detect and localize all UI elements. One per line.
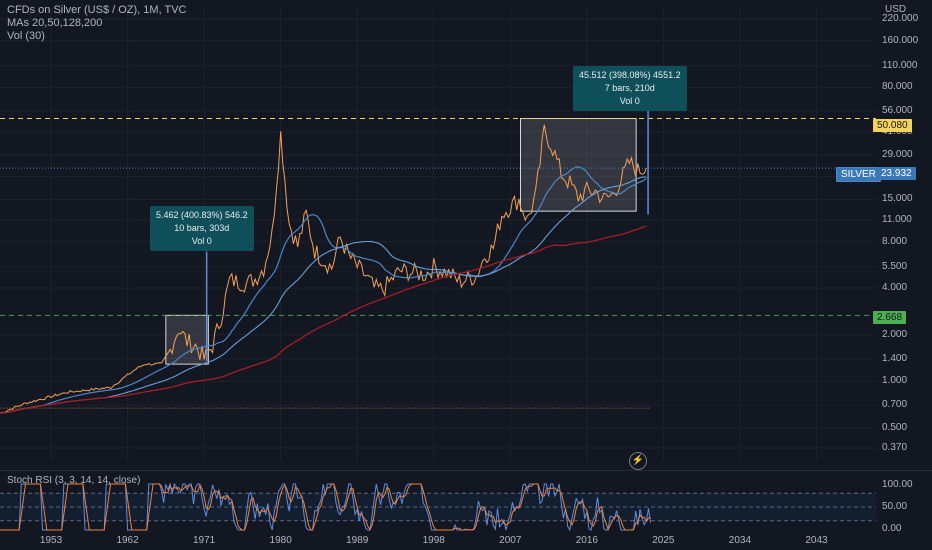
stoch-band-fill: [0, 493, 876, 521]
y-tick-label: 1.000: [882, 375, 908, 387]
y-tick-label: 5.500: [882, 260, 908, 272]
stoch-rsi-label: Stoch RSI (3, 3, 14, 14, close): [7, 475, 141, 486]
high-line-price-tag: 50.080: [873, 119, 912, 132]
right-callout-line3: Vol 0: [619, 96, 640, 106]
left-measure-callout[interactable]: 5.462 (400.83%) 546.2 10 bars, 303d Vol …: [150, 206, 254, 251]
stoch-d-line: [0, 483, 651, 531]
x-tick-label: 1989: [346, 535, 369, 546]
y-tick-label: 0.370: [882, 441, 908, 453]
y-tick-label: 29.000: [882, 149, 913, 161]
left-callout-line1: 5.462 (400.83%) 546.2: [156, 210, 248, 220]
right-callout-line2: 7 bars, 210d: [604, 83, 655, 93]
x-tick-label: 2043: [805, 535, 828, 546]
ma-50-line: [0, 176, 647, 414]
x-tick-label: 2016: [575, 535, 598, 546]
y-tick-label: 2.000: [882, 328, 908, 340]
left-range-box: [165, 314, 209, 365]
chart-title: CFDs on Silver (US$ / OZ), 1M, TVC: [7, 4, 187, 16]
y-tick-label: 4.000: [882, 282, 908, 294]
stoch-tick-0: 0.00: [882, 523, 902, 534]
y-tick-label: 160.000: [882, 34, 919, 46]
left-callout-line3: Vol 0: [191, 236, 212, 246]
symbol-tag: SILVER: [836, 167, 881, 182]
vol-legend: Vol (30): [7, 30, 45, 42]
right-measure-callout[interactable]: 45.512 (398.08%) 4551.2 7 bars, 210d Vol…: [573, 66, 687, 111]
left-callout-line2: 10 bars, 303d: [174, 223, 230, 233]
x-tick-label: 2007: [499, 535, 522, 546]
y-tick-label: 8.000: [882, 235, 908, 247]
x-tick-label: 1962: [116, 535, 139, 546]
y-tick-label: 11.000: [882, 214, 912, 226]
x-tick-label: 1971: [192, 535, 216, 546]
y-tick-label: 0.500: [882, 421, 908, 433]
x-tick-label: 1953: [39, 535, 63, 546]
x-tick-label: 1998: [422, 535, 445, 546]
y-tick-label: 110.000: [882, 59, 918, 71]
stoch-tick-50: 50.00: [882, 501, 908, 512]
price-line: [0, 124, 647, 414]
y-tick-label: 1.400: [882, 352, 908, 364]
ma-200-line: [0, 225, 647, 414]
y-tick-label: 56.000: [882, 105, 913, 117]
stoch-rsi-panel[interactable]: [0, 470, 932, 550]
last-price-tag: 23.932: [877, 167, 916, 180]
y-tick-label: 15.000: [882, 193, 913, 205]
right-range-box: [519, 118, 637, 212]
lightning-icon[interactable]: ⚡: [629, 452, 647, 470]
ma-legend: MAs 20,50,128,200: [7, 17, 103, 29]
stoch-tick-100: 100.00: [882, 479, 913, 490]
right-callout-line1: 45.512 (398.08%) 4551.2: [579, 70, 681, 80]
y-tick-label: 80.000: [882, 81, 913, 93]
y-tick-label: 0.700: [882, 399, 908, 411]
x-tick-label: 1980: [269, 535, 292, 546]
stoch-k-line: [0, 482, 652, 532]
y-tick-label: 220.000: [882, 13, 919, 25]
low-line-price-tag: 2.668: [873, 311, 907, 324]
x-tick-label: 2025: [652, 535, 675, 546]
pane-divider[interactable]: [0, 470, 932, 471]
ma-20-line: [0, 166, 647, 414]
price-chart[interactable]: [0, 0, 932, 470]
x-tick-label: 2034: [728, 535, 752, 546]
currency-label: USD: [885, 4, 907, 15]
